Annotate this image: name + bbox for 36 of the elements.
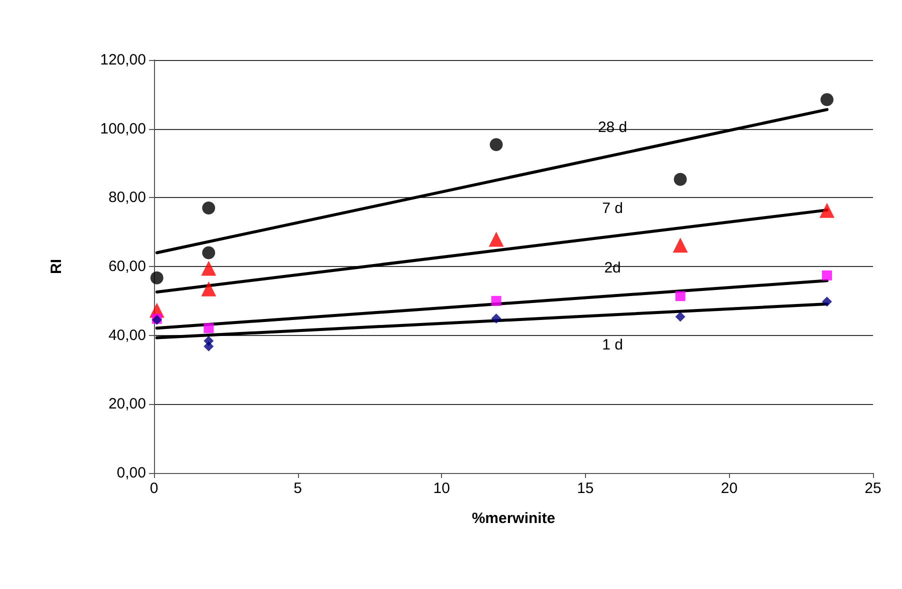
y-tick-label: 0,00 <box>116 464 146 482</box>
point <box>491 296 502 306</box>
point <box>202 201 216 214</box>
point <box>204 323 214 334</box>
point <box>201 281 216 296</box>
point <box>819 202 834 218</box>
x-tick-label: 25 <box>864 480 882 497</box>
point <box>202 246 216 260</box>
y-tick-label: 80,00 <box>108 189 146 206</box>
y-tick-label: 40,00 <box>108 326 146 344</box>
point <box>204 341 214 352</box>
point <box>674 172 687 186</box>
point <box>201 260 216 276</box>
series-label: 7 d <box>602 200 623 217</box>
x-axis-title: %merwinite <box>472 510 556 527</box>
point <box>488 232 504 247</box>
x-tick-label: 0 <box>150 480 158 497</box>
y-tick-label: 60,00 <box>108 258 146 275</box>
y-tick-label: 100,00 <box>100 120 146 138</box>
point <box>822 270 832 280</box>
point <box>672 238 688 253</box>
point <box>820 93 834 106</box>
y-tick-label: 120,00 <box>100 52 146 68</box>
point <box>150 271 164 284</box>
x-tick-label: 5 <box>294 480 302 497</box>
point <box>822 296 832 307</box>
point <box>675 291 686 302</box>
point <box>491 313 502 324</box>
x-tick-label: 20 <box>720 480 738 497</box>
y-tick-label: 20,00 <box>108 396 146 413</box>
point <box>675 312 686 322</box>
series-label: 1 d <box>602 336 623 354</box>
point <box>490 138 503 152</box>
x-tick-label: 15 <box>577 480 594 497</box>
y-axis-title: RI <box>48 259 65 274</box>
x-tick-label: 10 <box>433 480 450 497</box>
